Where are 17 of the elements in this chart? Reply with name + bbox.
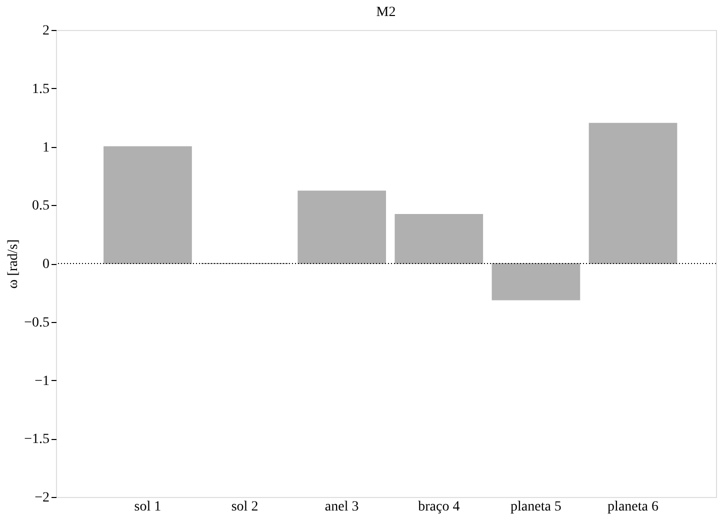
chart-title: M2 [376, 5, 396, 20]
x-tick-label: anel 3 [324, 500, 359, 514]
x-tick-label: planeta 6 [608, 500, 658, 514]
x-tick-label: planeta 5 [510, 500, 562, 514]
y-tick-label: 0.5 [32, 198, 50, 214]
y-tick-label: 1.5 [32, 82, 50, 97]
x-tick-label: braço 4 [418, 500, 460, 514]
y-tick-label: −1.5 [24, 432, 50, 448]
y-tick-label: −0.5 [24, 315, 50, 330]
x-tick-label: sol 1 [134, 500, 162, 514]
y-axis-title: ω [rad/s] [6, 239, 22, 289]
y-tick-label: 1 [42, 140, 50, 156]
y-tick-label: −1 [34, 374, 50, 389]
y-tick-label: 0 [42, 257, 50, 272]
y-tick-label: 2 [42, 24, 50, 38]
x-tick-label: sol 2 [231, 500, 258, 514]
y-tick-label: −2 [34, 490, 50, 506]
